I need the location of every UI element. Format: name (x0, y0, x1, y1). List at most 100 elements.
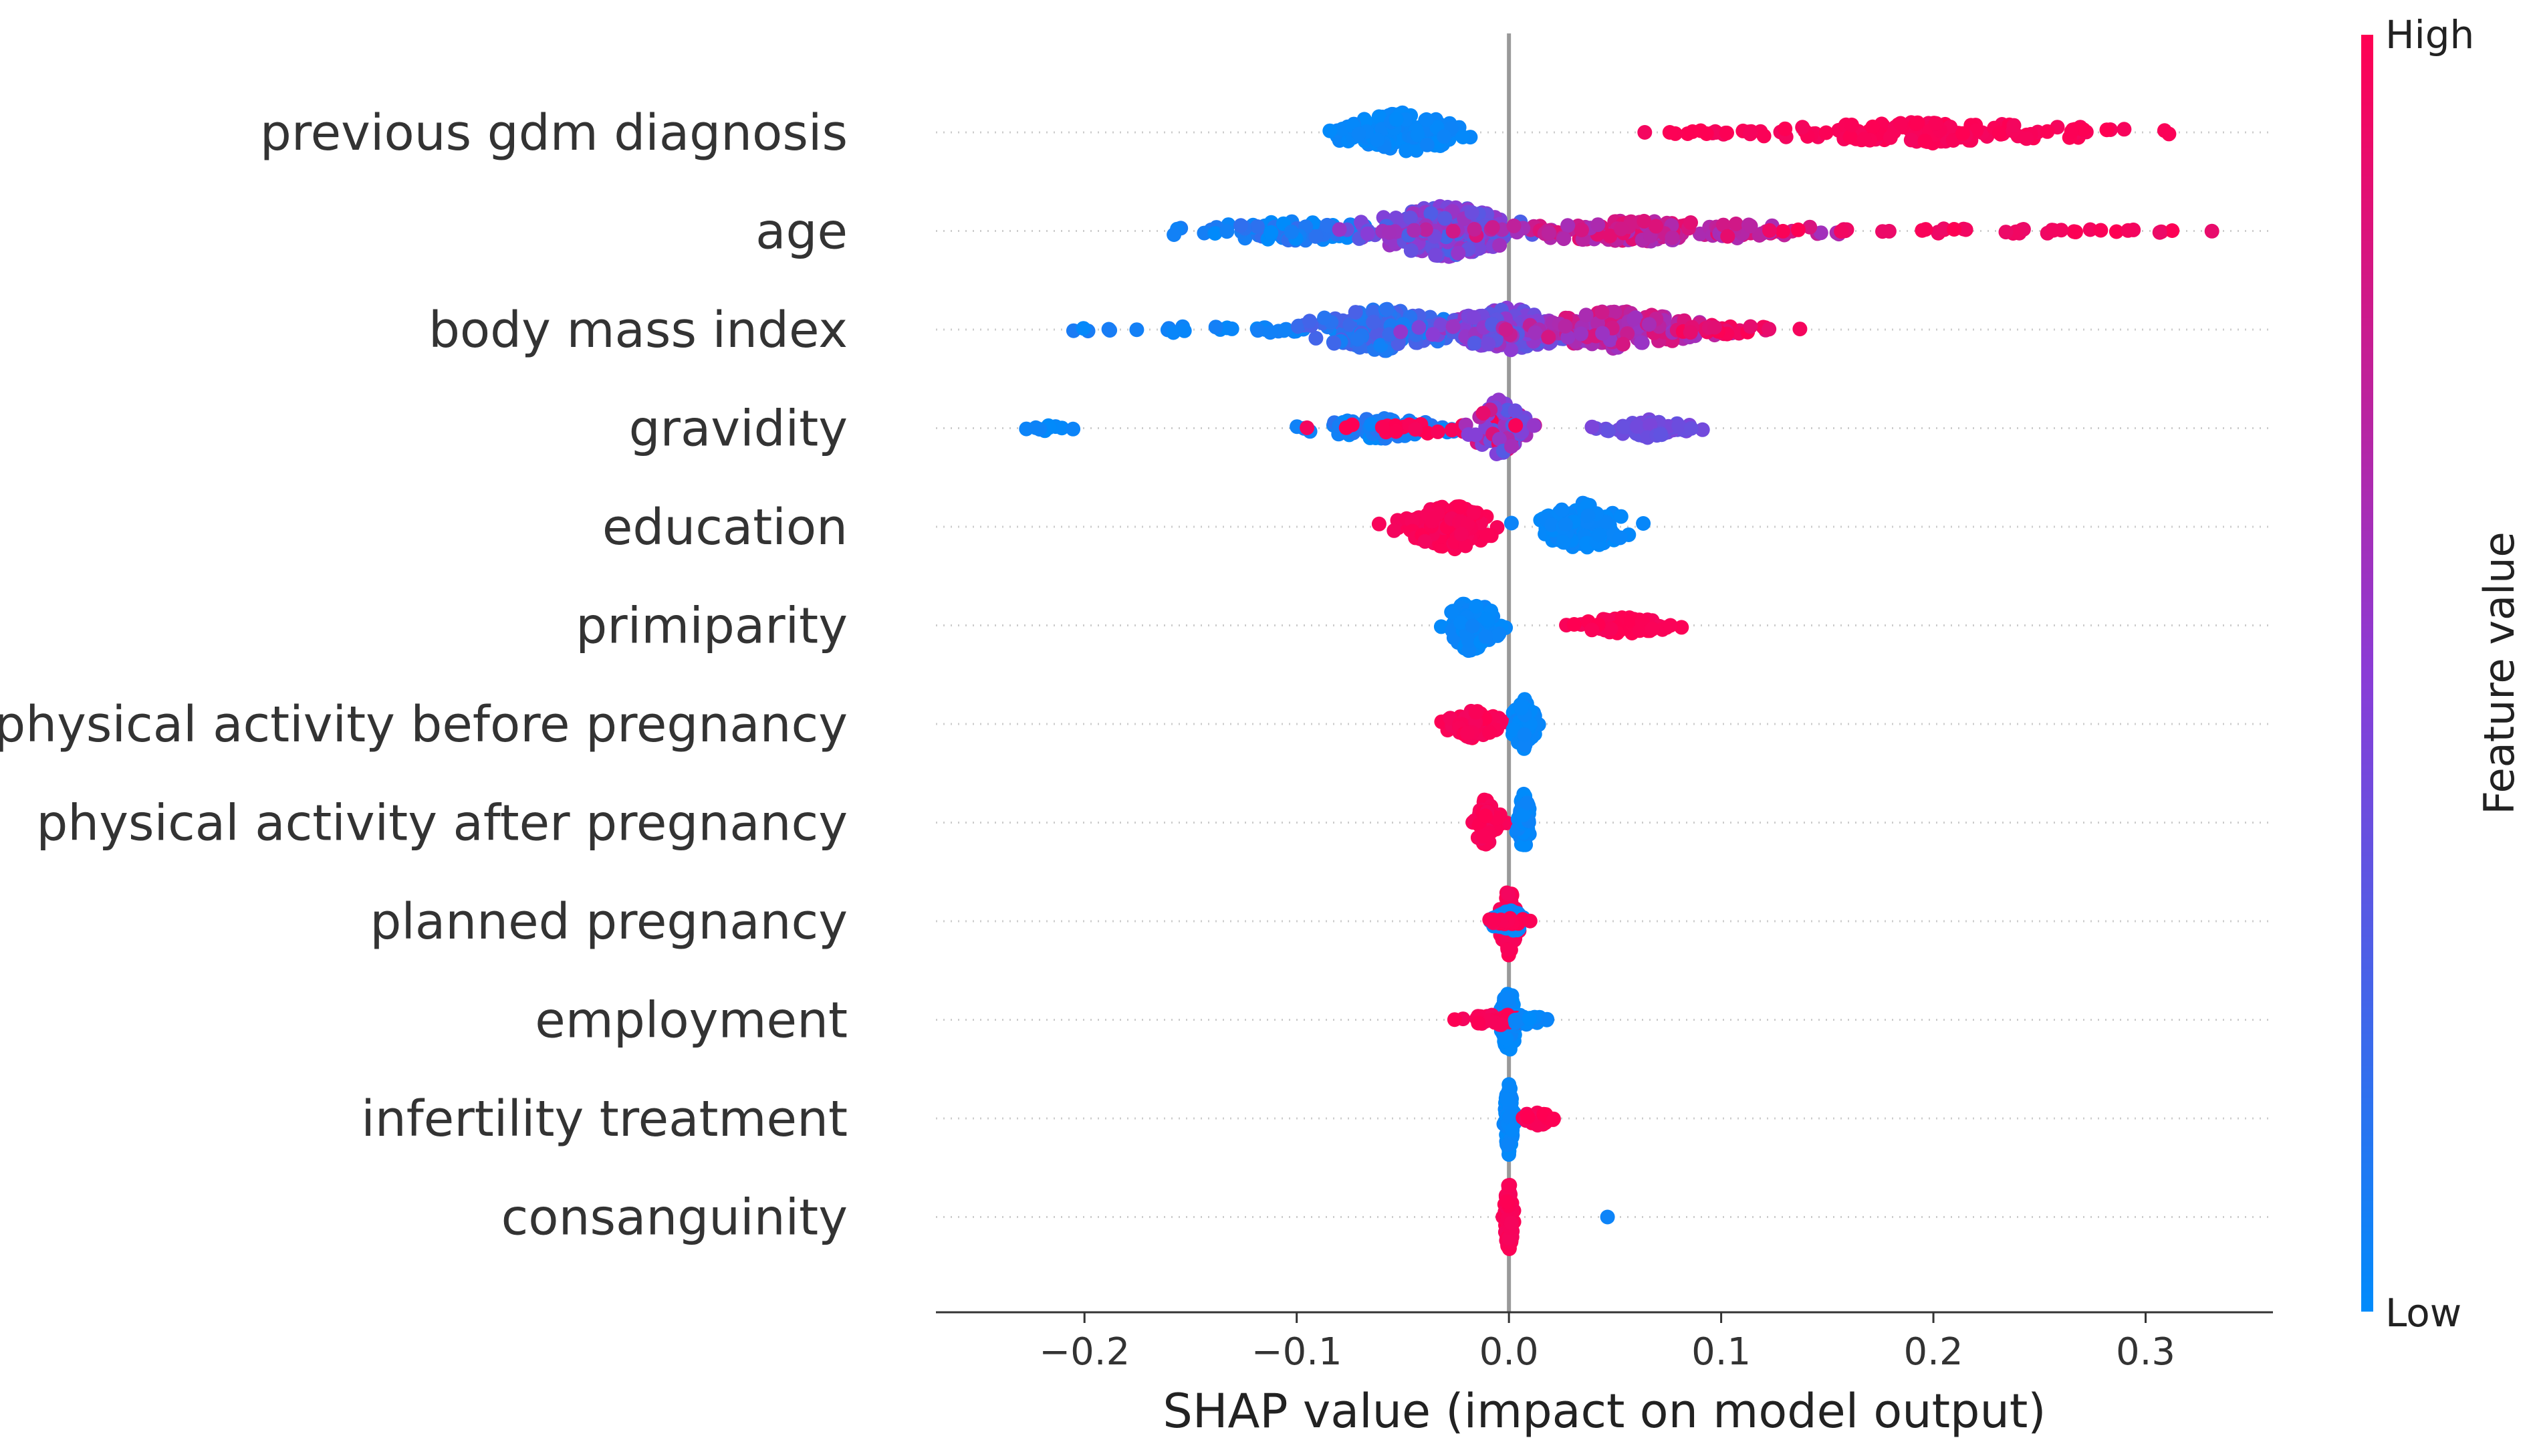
shap-point (1503, 515, 1519, 531)
shap-point (1503, 1215, 1519, 1231)
shap-point (1381, 225, 1397, 240)
shap-point (1491, 432, 1507, 447)
shap-point (2161, 126, 2177, 142)
shap-point (1302, 314, 1317, 329)
shap-point (1602, 228, 1618, 243)
shap-point (1389, 424, 1404, 439)
shap-point (1662, 125, 1677, 140)
shap-point (1499, 1031, 1514, 1046)
shap-point (1382, 327, 1397, 342)
shap-point (1366, 314, 1381, 330)
shap-point (1458, 538, 1473, 554)
shap-point (2204, 223, 2219, 239)
shap-point (1374, 420, 1390, 435)
shap-point (1594, 304, 1610, 320)
shap-point (1584, 622, 1600, 638)
shap-point (2046, 223, 2061, 238)
shap-point (1790, 222, 1806, 237)
shap-point (1486, 913, 1501, 927)
feature-label: body mass index (429, 301, 848, 359)
feature-label: previous gdm diagnosis (260, 104, 848, 162)
shap-point (1284, 224, 1299, 239)
shap-point (1350, 332, 1365, 347)
shap-point (1466, 310, 1481, 325)
shap-point (1332, 222, 1347, 237)
shap-point (1720, 229, 1735, 244)
shap-point (1528, 325, 1543, 340)
shap-point (1503, 1106, 1519, 1122)
shap-point (1453, 615, 1469, 630)
shap-point (1516, 837, 1532, 852)
shap-point (1364, 416, 1379, 432)
shap-point (1558, 319, 1573, 334)
shap-point (1743, 319, 1758, 334)
shap-point (1503, 342, 1518, 358)
shap-point (1393, 324, 1409, 340)
shap-point (1554, 502, 1570, 517)
shap-point (1358, 113, 1373, 128)
shap-point (1459, 725, 1475, 741)
shap-point (1485, 220, 1500, 235)
shap-point (1626, 312, 1642, 327)
shap-point (1624, 613, 1639, 628)
shap-point (1719, 125, 1734, 140)
shap-point (1541, 330, 1556, 345)
shap-point (2165, 223, 2180, 238)
shap-point (1776, 223, 1790, 239)
shap-point (1520, 1109, 1536, 1124)
shap-point (1453, 499, 1469, 515)
shap-point (1707, 320, 1722, 335)
shap-point (1590, 217, 1606, 233)
shap-point (1482, 725, 1497, 740)
shap-point (1844, 117, 1859, 132)
shap-point (1464, 205, 1479, 220)
shap-point (1433, 619, 1449, 634)
shap-point (1541, 225, 1556, 241)
shap-point (2040, 124, 2055, 139)
shap-point (1522, 1011, 1537, 1026)
shap-point (2099, 122, 2115, 138)
shap-point (1403, 243, 1419, 258)
shap-point (2117, 122, 2132, 137)
shap-point (1634, 335, 1649, 350)
shap-point (1795, 120, 1810, 135)
shap-point (1499, 1092, 1515, 1107)
shap-point (1514, 701, 1529, 716)
shap-point (1360, 226, 1375, 241)
shap-point (1865, 119, 1881, 134)
shap-point (1743, 219, 1758, 234)
shap-point (1326, 336, 1342, 351)
shap-point (1423, 206, 1439, 221)
shap-point (1616, 419, 1632, 435)
shap-point (1558, 517, 1573, 532)
shap-point (1425, 511, 1441, 526)
shap-point (1699, 126, 1714, 141)
shap-point (1475, 829, 1491, 844)
shap-point (1762, 322, 1777, 337)
shap-point (1502, 1177, 1518, 1193)
x-tick-label: 0.2 (1904, 1330, 1963, 1374)
shap-point (1387, 523, 1402, 538)
shap-point (1263, 225, 1279, 240)
shap-point (1471, 1015, 1486, 1031)
shap-point (1526, 418, 1542, 433)
shap-point (1444, 604, 1459, 620)
shap-point (1645, 622, 1660, 637)
feature-label: planned pregnancy (370, 893, 848, 951)
shap-point (1508, 1015, 1524, 1030)
shap-point (1197, 225, 1212, 241)
shap-point (2064, 124, 2079, 139)
shap-point (1207, 226, 1223, 241)
shap-point (1469, 598, 1484, 614)
shap-point (1560, 218, 1576, 233)
shap-point (1856, 131, 1872, 146)
feature-label: age (755, 203, 848, 261)
shap-point (1665, 230, 1680, 245)
shap-point (2108, 224, 2124, 239)
feature-label: education (602, 499, 848, 556)
shap-point (1177, 323, 1192, 338)
shap-point (1574, 223, 1589, 237)
shap-point (1792, 322, 1808, 337)
shap-point (1516, 807, 1531, 822)
shap-point (1501, 886, 1516, 902)
